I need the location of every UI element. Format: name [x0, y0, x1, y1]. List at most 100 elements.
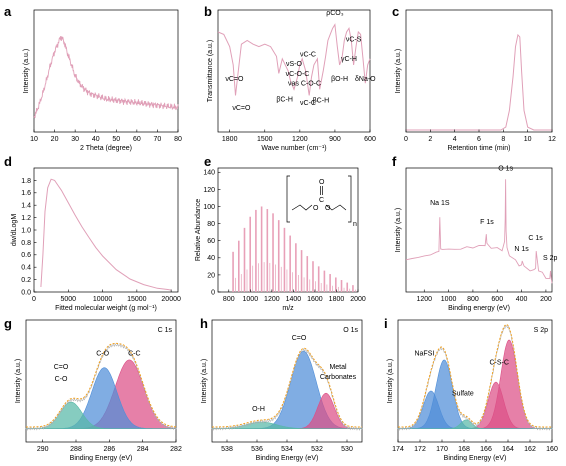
chain-bonds [291, 204, 347, 211]
panel-label-f: f [392, 154, 397, 169]
fit-component [211, 350, 363, 429]
component-label: C-S-C [489, 359, 508, 366]
ftir-band-label: νC=O [225, 76, 244, 83]
raw-spectrum [211, 347, 363, 431]
ftir-trace [217, 23, 371, 96]
panel-d: d 0 5000 10000 15000 20000 Fitted molecular we… [4, 154, 181, 312]
y-tick-label: 100 [203, 204, 215, 211]
x-tick-label: 284 [137, 446, 149, 453]
y-tick-label: 1.2 [21, 215, 31, 222]
ftir-band-label: νC-O-C [286, 71, 310, 78]
plot-frame-a [33, 9, 179, 133]
y-axis-label: Transmittance (a.u.) [207, 40, 214, 102]
component-label: O-H [252, 406, 265, 413]
y-tick-label: 80 [207, 221, 215, 228]
y-axis-label: Intensity (a.u.) [395, 208, 402, 252]
fit-envelope [398, 324, 552, 428]
x-tick-label: 50 [112, 136, 120, 143]
component-label: C-C [128, 350, 140, 357]
y-tick-label: 0.4 [21, 265, 31, 272]
x-axis-label: Binding Energy (eV) [70, 455, 133, 462]
x-tick-label: 0 [404, 136, 408, 143]
y-tick-label: 20 [207, 272, 215, 279]
spectrum-title: O 1s [343, 327, 358, 334]
x-tick-label: 30 [71, 136, 79, 143]
panel-label-h: h [200, 316, 208, 331]
x-tick-label: 20 [51, 136, 59, 143]
x-tick-label: 12 [548, 136, 556, 143]
x-tick-label: 1500 [257, 136, 273, 143]
x-tick-label: 200 [540, 296, 552, 303]
ftir-band-label: νC-C [300, 51, 316, 58]
y-tick-label: 0.0 [21, 289, 31, 296]
spectrum-title: S 2p [534, 327, 549, 334]
x-tick-label: 162 [524, 446, 536, 453]
x-tick-label: 10000 [93, 296, 113, 303]
x-tick-label: 20000 [161, 296, 181, 303]
xrd-trace [33, 36, 179, 119]
plot-frame-d [33, 167, 179, 293]
panel-g: g 290 288 286 284 282 Binding Energy (eV) Inten… [4, 316, 182, 462]
x-tick-label: 800 [467, 296, 479, 303]
panel-c: c 0 2 4 6 8 10 12 Retention time (min) Intensity … [392, 4, 556, 152]
bracket-right [348, 175, 352, 223]
panel-label-c: c [392, 4, 399, 19]
component-label: Sulfate [452, 390, 474, 397]
x-tick-label: 1800 [329, 296, 345, 303]
x-tick-label: 170 [436, 446, 448, 453]
x-tick-label: 286 [103, 446, 115, 453]
atom-o: O [325, 205, 331, 212]
x-axis-label: Binding energy (eV) [448, 305, 510, 312]
xps-peak-label: S 2p [543, 255, 558, 262]
plot-frame-f [405, 167, 553, 293]
x-tick-label: 2000 [350, 296, 366, 303]
x-tick-label: 172 [414, 446, 426, 453]
x-tick-label: 10 [30, 136, 38, 143]
ftir-band-label: δNa-O [355, 76, 376, 83]
x-tick-label: 80 [174, 136, 182, 143]
ftir-band-label: ρCO₃ [326, 10, 343, 17]
ftir-band-label: νas C-O-C [288, 81, 321, 88]
fit-component [397, 419, 553, 429]
panel-f: f 1200 1000 800 600 400 200 Binding energy (eV)… [392, 154, 557, 312]
y-tick-label: 0.2 [21, 277, 31, 284]
x-tick-label: 1200 [416, 296, 432, 303]
y-axis-label: Relative Abundance [195, 199, 202, 261]
ftir-band-label: γC-H [341, 56, 357, 63]
y-tick-label: 40 [207, 255, 215, 262]
x-axis-label: Wave number (cm⁻¹) [261, 145, 326, 152]
y-axis-label: Intensity (a.u.) [395, 49, 402, 93]
mw-distribution-trace [40, 178, 172, 291]
raw-spectrum [397, 325, 553, 431]
xps-peak-label: C 1s [528, 235, 543, 242]
x-tick-label: 800 [223, 296, 235, 303]
spectrum-title: C 1s [158, 327, 173, 334]
x-tick-label: 4 [453, 136, 457, 143]
panel-e: e 800 1000 1200 1400 1600 1800 2000 m/z 0 20 40 60 80… [195, 154, 366, 312]
x-tick-label: 168 [458, 446, 470, 453]
x-tick-label: 15000 [127, 296, 147, 303]
x-tick-label: 600 [364, 136, 376, 143]
x-tick-label: 532 [311, 446, 323, 453]
ftir-band-label: νC=O [232, 105, 251, 112]
y-tick-label: 0 [211, 289, 215, 296]
plot-frame-e [217, 167, 359, 293]
panel-h: h 538 536 534 532 530 Binding Energy (eV) Inten… [200, 316, 363, 462]
plot-frame-i [397, 319, 553, 443]
plot-frame-b [217, 9, 371, 133]
x-axis-label: Retention time (min) [447, 145, 510, 152]
gpc-trace [406, 33, 552, 131]
fit-envelope [26, 342, 176, 428]
y-axis-label: Intensity (a.u.) [23, 49, 30, 93]
x-tick-label: 600 [491, 296, 503, 303]
panel-label-g: g [4, 316, 12, 331]
x-tick-label: 1000 [243, 296, 259, 303]
y-axis-label: Intensity (a.u.) [15, 359, 22, 403]
x-tick-label: 8 [501, 136, 505, 143]
x-tick-label: 174 [392, 446, 404, 453]
y-tick-label: 1.4 [21, 203, 31, 210]
x-tick-label: 166 [480, 446, 492, 453]
panel-a: a 10 20 30 40 50 60 70 80 2 Theta (degree) Intensi… [4, 4, 182, 152]
x-tick-label: 60 [133, 136, 141, 143]
y-tick-label: 140 [203, 170, 215, 177]
